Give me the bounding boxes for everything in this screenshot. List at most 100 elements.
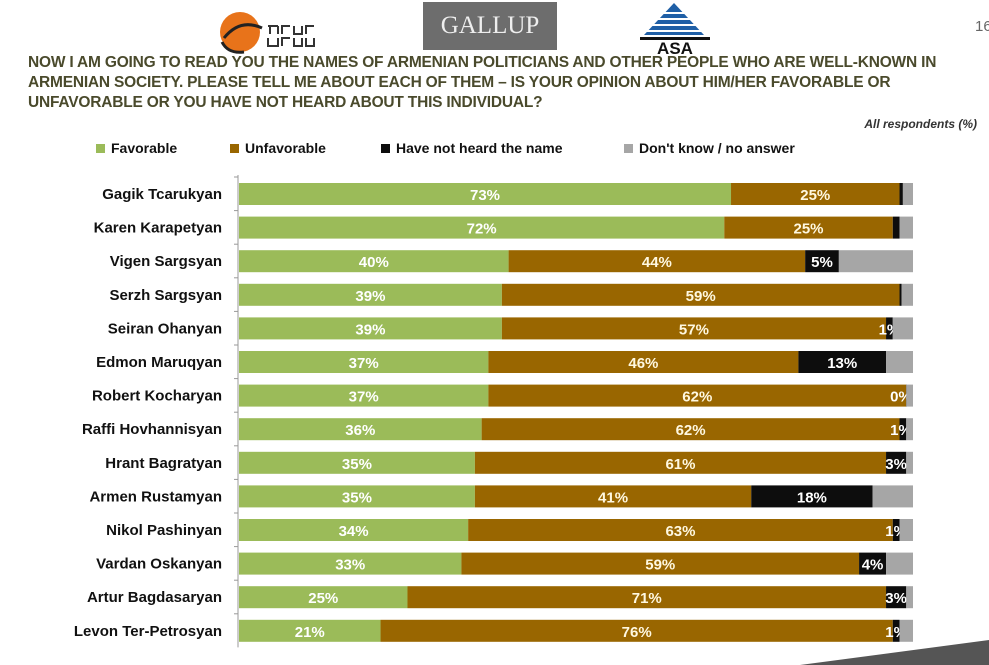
category-label: Vigen Sargsyan (110, 253, 222, 270)
data-label: 39% (355, 288, 385, 305)
category-label: Seiran Ohanyan (108, 320, 222, 337)
data-label: 62% (676, 422, 706, 439)
bar-segment (474, 451, 887, 474)
chart-subtitle: All respondents (%) (864, 117, 977, 131)
bar-segment (239, 317, 502, 340)
data-label: 39% (355, 321, 385, 338)
bar-segment (906, 418, 913, 441)
data-label: 41% (598, 489, 628, 506)
data-label: 4% (862, 557, 884, 574)
bar-segment (508, 250, 806, 273)
data-label: 13% (827, 355, 857, 372)
bar-segment (886, 317, 893, 340)
bar-segment (899, 183, 903, 205)
data-label: 37% (349, 389, 379, 406)
bar-segment (239, 216, 725, 239)
data-label: 21% (295, 624, 325, 641)
bar-segment (899, 283, 902, 306)
bar-segment (899, 216, 913, 239)
category-label: Karen Karapetyan (94, 220, 222, 237)
data-label: 76% (622, 624, 652, 641)
bar-segment (901, 283, 913, 306)
bar-segment (805, 250, 839, 273)
data-label: 59% (686, 288, 716, 305)
legend-swatch (624, 143, 633, 153)
bar-segment (886, 552, 913, 575)
bar-segment (468, 519, 893, 541)
bar-segment (239, 586, 408, 609)
data-label: 62% (682, 389, 712, 406)
bar-segment (886, 586, 907, 609)
bar-segment (798, 351, 887, 373)
legend-swatch (230, 143, 239, 153)
data-label: 5% (811, 254, 833, 271)
bar-segment (239, 183, 732, 205)
data-label: 73% (470, 187, 500, 204)
bar-segment (488, 351, 799, 373)
bar-segment (859, 552, 887, 575)
data-label: 44% (642, 254, 672, 271)
page-number: 16 (975, 18, 989, 35)
erkir-center-logo (218, 8, 328, 56)
legend-item-not-heard: Have not heard the name (381, 140, 563, 156)
bar-segment (886, 351, 913, 373)
category-label: Hrant Bagratyan (105, 455, 222, 472)
data-label: 37% (349, 355, 379, 372)
data-label: 36% (345, 422, 375, 439)
bar-segment (751, 485, 873, 508)
legend-label: Unfavorable (245, 140, 326, 156)
category-label: Serzh Sargsyan (109, 287, 222, 304)
bar-segment (239, 384, 489, 407)
data-label: 3% (885, 456, 907, 473)
category-label: Nikol Pashinyan (106, 522, 222, 539)
bar-segment (239, 283, 502, 306)
data-label: 59% (645, 557, 675, 574)
data-label: 25% (800, 187, 830, 204)
data-label: 25% (794, 221, 824, 238)
data-label: 71% (632, 590, 662, 607)
bar-segment (838, 250, 913, 273)
data-label: 63% (665, 523, 695, 540)
bar-segment (872, 485, 913, 508)
legend-item-dont-know: Don't know / no answer (624, 140, 795, 156)
gallup-logo: GALLUP (423, 2, 557, 50)
bar-segment (899, 519, 913, 541)
bar-segment (892, 519, 900, 541)
legend-label: Have not heard the name (396, 140, 563, 156)
category-label: Levon Ter-Petrosyan (74, 623, 222, 640)
bar-segment (899, 418, 907, 441)
bar-segment (380, 619, 893, 642)
data-label: 35% (342, 489, 372, 506)
bar-segment (906, 586, 913, 609)
question-title: NOW I AM GOING TO READ YOU THE NAMES OF … (28, 54, 937, 111)
category-label: Artur Bagdasaryan (87, 589, 222, 606)
category-label: Armen Rustamyan (89, 488, 222, 505)
bar-segment (474, 485, 752, 508)
legend-item-favorable: Favorable (96, 140, 177, 156)
bar-segment (488, 384, 907, 407)
legend-label: Favorable (111, 140, 178, 156)
data-label: 33% (335, 557, 365, 574)
bar-segment (906, 451, 913, 474)
data-label: 18% (797, 489, 827, 506)
data-label: 34% (339, 523, 369, 540)
bar-segment (481, 418, 900, 441)
bar-segment (892, 619, 900, 642)
bar-segment (501, 283, 900, 306)
bar-segment (892, 317, 913, 340)
legend-swatch (381, 143, 390, 153)
bar-segment (501, 317, 887, 340)
asa-logo-text: ASA (657, 39, 693, 55)
bar-segment (239, 250, 509, 273)
bar-segment (899, 619, 913, 642)
category-label: Vardan Oskanyan (96, 556, 222, 573)
data-label: 46% (628, 355, 658, 372)
category-label: Raffi Hovhannisyan (82, 421, 222, 438)
data-label: 35% (342, 456, 372, 473)
legend-label: Don't know / no answer (639, 140, 795, 156)
bar-segment (239, 619, 381, 642)
data-label: 40% (359, 254, 389, 271)
bar-segment (724, 216, 893, 239)
